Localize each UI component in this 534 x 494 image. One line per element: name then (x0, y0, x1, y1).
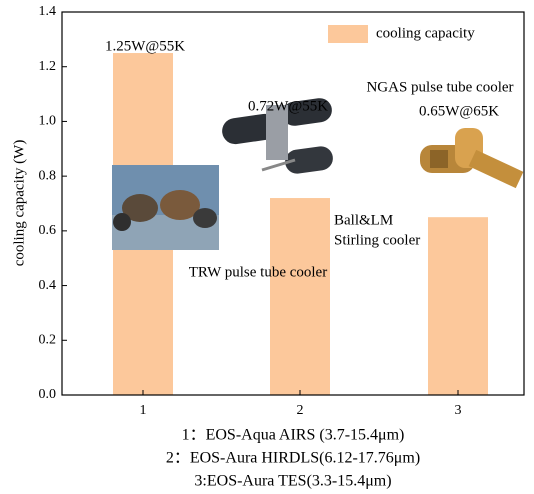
annotation: Ball&LM (334, 212, 393, 228)
plot-frame (61, 11, 525, 396)
y-tick-label: 0.0 (39, 387, 57, 402)
annotation: 1.25W@55K (105, 38, 185, 54)
y-tick-label: 0.2 (39, 333, 57, 348)
y-axis-label: cooling capacity (W) (11, 140, 27, 267)
x-tick-label: 3 (455, 403, 462, 418)
ball-photo (222, 98, 333, 174)
note: 2：EOS-Aura HIRDLS(6.12-17.76μm) (166, 450, 420, 467)
ngas-photo (420, 128, 524, 189)
annotation: 0.65W@65K (419, 103, 499, 119)
trw-photo (112, 165, 219, 250)
annotation: 0.72W@55K (248, 98, 328, 114)
y-tick-label: 0.4 (39, 278, 57, 293)
annotation: TRW pulse tube cooler (189, 264, 327, 280)
y-tick-label: 0.8 (39, 168, 57, 183)
x-tick-label: 2 (297, 403, 304, 418)
y-tick-label: 1.2 (39, 59, 57, 74)
y-tick-label: 1.4 (39, 4, 57, 19)
bar (428, 217, 488, 395)
note: 3:EOS-Aura TES(3.3-15.4μm) (194, 473, 391, 490)
bar (270, 198, 330, 395)
note: 1：EOS-Aqua AIRS (3.7-15.4μm) (182, 427, 405, 444)
legend-label: cooling capacity (376, 25, 475, 41)
annotation: Stirling cooler (334, 232, 420, 248)
x-tick-label: 1 (140, 403, 147, 418)
annotation: NGAS pulse tube cooler (366, 79, 513, 95)
y-tick-label: 1.0 (39, 114, 57, 129)
legend-swatch (328, 25, 368, 43)
y-tick-label: 0.6 (39, 223, 57, 238)
